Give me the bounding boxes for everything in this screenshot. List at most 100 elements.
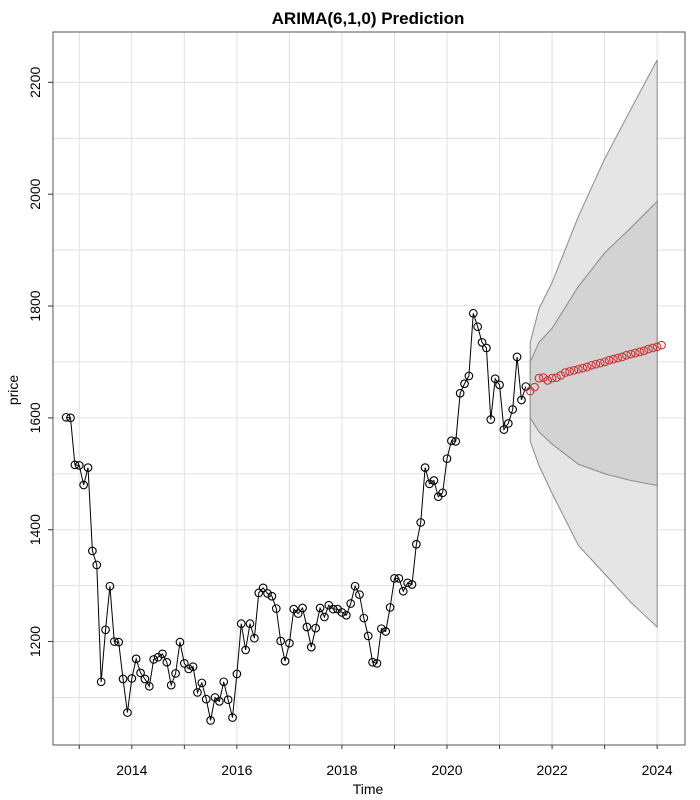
forecast-point [626,349,636,359]
forecast-point [582,362,592,372]
observed-point [447,436,456,446]
observed-point [499,425,509,434]
y-tick-label: 1400 [27,514,43,545]
observed-point [223,695,233,705]
observed-point [438,488,447,498]
observed-point [127,674,137,683]
x-tick-label: 2014 [116,762,147,778]
observed-point [276,636,286,646]
observed-point [280,656,290,666]
forecast-point [630,348,640,358]
observed-point [250,633,259,643]
observed-point [517,395,526,405]
observed-point [521,382,531,391]
observed-point [144,681,154,691]
x-tick-label: 2024 [642,762,673,778]
observed-point [74,461,84,470]
observed-point [258,583,268,593]
y-tick-label: 1600 [27,402,43,433]
observed-point [490,374,500,384]
observed-point [241,645,250,655]
observed-point [201,694,211,704]
forecast-point [613,353,623,363]
observed-point [512,352,522,362]
observed-point [407,580,417,589]
observed-point [79,480,88,490]
observed-point [482,343,491,353]
y-tick-label: 2200 [27,67,43,98]
interval-band-80pct [529,200,658,487]
forecast-point [560,368,570,377]
observed-point [429,476,439,485]
observed-point [206,716,215,725]
observed-point [215,697,224,706]
observed-point [162,657,172,667]
forecast-point [595,358,605,368]
forecast-point [657,340,666,350]
forecast-point [569,365,579,375]
observed-point [236,619,246,629]
observed-point [363,631,373,641]
forecast-point [644,344,653,354]
observed-point [228,713,237,722]
x-tick-label: 2020 [431,762,462,778]
forecast-point [552,373,561,382]
observed-point [390,574,399,583]
observed-point [350,581,360,591]
forecast-point [534,373,544,383]
observed-point [109,637,119,646]
observed-point [179,659,189,668]
forecast-point [622,350,631,360]
x-axis: 2014 2016 2018 2020 2022 2024 [78,745,673,778]
chart-title: ARIMA(6,1,0) Prediction [272,9,465,28]
y-tick-label: 1800 [27,290,43,321]
forecast-point [604,355,614,365]
observed-point [486,415,496,424]
observed-point [232,669,242,679]
x-tick-label: 2018 [326,762,357,778]
prediction-intervals [529,59,658,629]
observed-point [508,405,518,414]
observed-point [166,680,176,690]
observed-point [285,638,294,648]
observed-point [328,604,338,614]
observed-point [376,624,386,634]
observed-point [403,578,412,588]
observed-point [355,590,364,599]
y-tick-label: 2000 [27,178,43,209]
observed-point [381,627,391,636]
x-tick-label: 2022 [537,762,568,778]
observed-point [495,380,504,390]
y-axis: 1200 1400 1600 1800 2000 2200 [27,67,53,657]
forecast-point [648,343,658,353]
observed-point [320,612,329,622]
observed-point [359,613,369,623]
forecast-point [556,371,566,380]
y-axis-label: price [5,375,21,406]
observed-point [302,622,312,632]
observed-point [503,419,513,428]
plot-frame [52,31,686,746]
observed-point [188,662,198,672]
observed-point [394,574,404,583]
observed-point [293,609,303,618]
observed-point [416,518,426,527]
observed-point [136,668,145,678]
observed-point [468,308,478,318]
observed-point [455,388,465,398]
observed-point [61,412,71,422]
forecast-point [543,376,553,385]
forecast-point [565,367,574,376]
forecast-point [617,352,627,362]
forecast-point [538,373,548,382]
observed-point [140,674,150,684]
observed-point [197,678,207,688]
forecast-point [609,354,618,364]
observed-point [298,603,307,613]
forecast-point [574,364,583,374]
observed-point [131,654,141,664]
forecast-point [547,373,557,383]
observed-point [149,655,159,664]
observed-point [477,338,487,347]
